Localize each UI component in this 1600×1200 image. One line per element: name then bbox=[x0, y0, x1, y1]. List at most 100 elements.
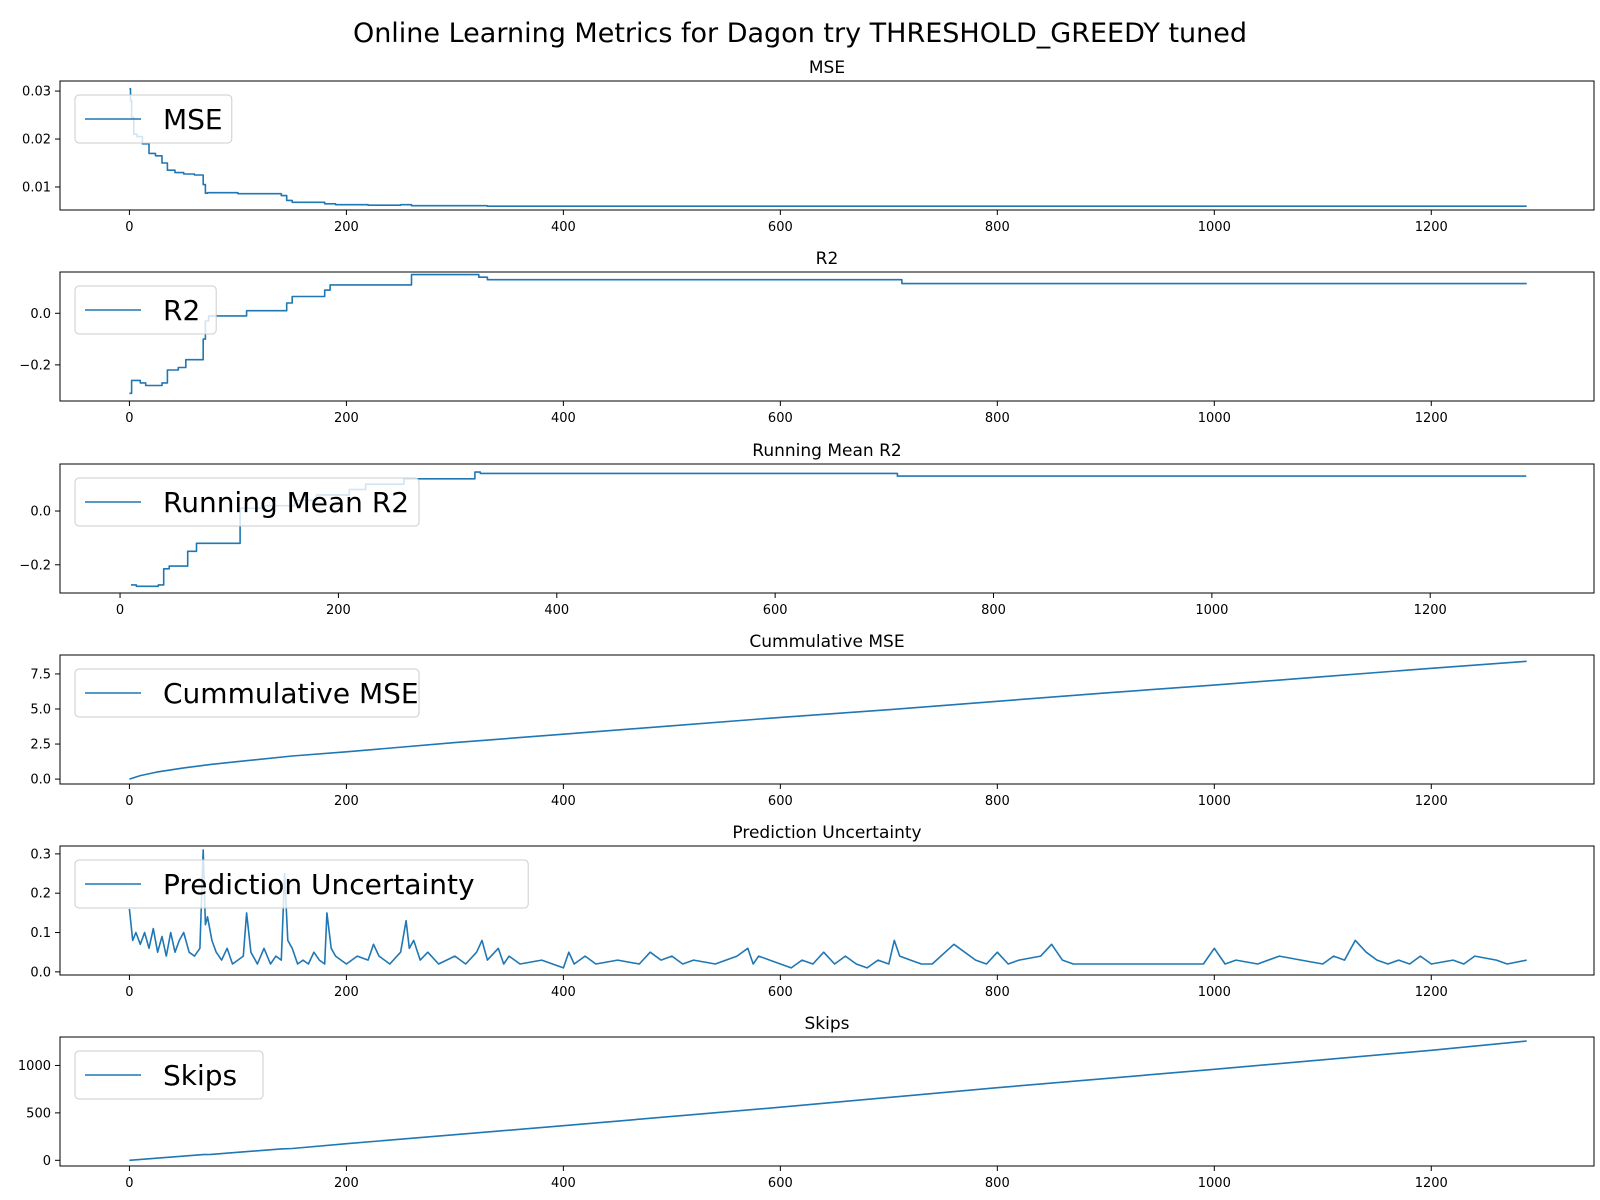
x-tick-label: 200 bbox=[334, 411, 359, 426]
x-tick-label: 800 bbox=[985, 794, 1010, 809]
x-tick-label: 600 bbox=[768, 985, 793, 1000]
x-tick-label: 1200 bbox=[1415, 1176, 1448, 1191]
x-tick-label: 1000 bbox=[1198, 411, 1231, 426]
legend-frame bbox=[74, 285, 217, 335]
x-tick-label: 200 bbox=[334, 1176, 359, 1191]
legend: Cummulative MSE bbox=[74, 668, 420, 718]
x-tick-label: 400 bbox=[551, 1176, 576, 1191]
x-tick-label: 200 bbox=[326, 603, 351, 618]
x-tick-label: 0 bbox=[125, 1176, 133, 1191]
figure-title: Online Learning Metrics for Dagon try TH… bbox=[352, 18, 1248, 49]
y-tick-label: 0.01 bbox=[22, 180, 51, 195]
x-tick-label: 0 bbox=[125, 985, 133, 1000]
x-tick-label: 600 bbox=[768, 794, 793, 809]
x-tick-label: 400 bbox=[544, 603, 569, 618]
axes-frame bbox=[59, 654, 1595, 785]
legend-label: Prediction Uncertainty bbox=[163, 868, 475, 901]
y-tick-label: −0.2 bbox=[19, 558, 51, 573]
panel-mse: MSE 0 200 400 600 800 1000 1200 0.01 0.02 0.03 MSE bbox=[22, 58, 1595, 235]
x-tick-label: 400 bbox=[551, 985, 576, 1000]
x-tick-label: 400 bbox=[551, 794, 576, 809]
panel-title: R2 bbox=[816, 249, 839, 269]
panel-title: Prediction Uncertainty bbox=[732, 823, 921, 843]
axes-frame bbox=[59, 271, 1595, 402]
x-tick-label: 1200 bbox=[1415, 220, 1448, 235]
x-tick-label: 1000 bbox=[1198, 1176, 1231, 1191]
legend-frame bbox=[74, 94, 233, 144]
x-tick-label: 0 bbox=[125, 411, 133, 426]
x-tick-label: 1000 bbox=[1198, 985, 1231, 1000]
panel-title: Running Mean R2 bbox=[752, 441, 901, 461]
x-tick-label: 1000 bbox=[1198, 794, 1231, 809]
x-tick-label: 800 bbox=[985, 985, 1010, 1000]
x-tick-label: 400 bbox=[551, 220, 576, 235]
x-tick-label: 200 bbox=[334, 985, 359, 1000]
x-tick-label: 1000 bbox=[1198, 220, 1231, 235]
x-tick-label: 600 bbox=[768, 411, 793, 426]
x-tick-label: 800 bbox=[985, 411, 1010, 426]
legend: Skips bbox=[74, 1050, 264, 1100]
axes-frame bbox=[59, 463, 1595, 594]
x-tick-label: 1200 bbox=[1415, 411, 1448, 426]
panel-prediction-uncertainty: Prediction Uncertainty 0 200 400 600 800 1000 1… bbox=[30, 823, 1595, 1000]
panel-title: Skips bbox=[804, 1014, 849, 1034]
y-tick-label: 1000 bbox=[18, 1059, 51, 1074]
y-tick-label: 2.5 bbox=[30, 738, 51, 753]
panel-r2: R2 0 200 400 600 800 1000 1200 −0.2 0.0 R2 bbox=[19, 249, 1595, 426]
y-tick-label: 500 bbox=[26, 1106, 51, 1121]
x-tick-label: 0 bbox=[125, 220, 133, 235]
x-tick-label: 1200 bbox=[1415, 985, 1448, 1000]
y-tick-label: 0.0 bbox=[30, 505, 51, 520]
series-line-prediction-uncertainty bbox=[128, 849, 1527, 969]
x-tick-label: 600 bbox=[763, 603, 788, 618]
y-tick-label: 0.3 bbox=[30, 847, 51, 862]
series-line-skips bbox=[129, 1040, 1527, 1162]
panel-cummulative-mse: Cummulative MSE 0 200 400 600 800 1000 1200 0.0 2… bbox=[30, 632, 1595, 809]
y-tick-label: 0.0 bbox=[30, 965, 51, 980]
y-tick-label: 0.1 bbox=[30, 926, 51, 941]
y-tick-label: 0.02 bbox=[22, 133, 51, 148]
series-line-r2 bbox=[129, 273, 1527, 395]
y-tick-label: 0.2 bbox=[30, 887, 51, 902]
x-tick-label: 0 bbox=[125, 794, 133, 809]
legend-label: Skips bbox=[163, 1059, 237, 1092]
x-tick-label: 0 bbox=[116, 603, 124, 618]
x-tick-label: 800 bbox=[985, 1176, 1010, 1191]
legend-frame bbox=[74, 859, 529, 909]
x-tick-label: 200 bbox=[334, 220, 359, 235]
panel-running-mean-r2: Running Mean R2 0 200 400 600 800 1000 1200 −0.2… bbox=[19, 441, 1595, 618]
y-tick-label: −0.2 bbox=[19, 358, 51, 373]
legend: R2 bbox=[74, 285, 217, 335]
axes-frame bbox=[59, 80, 1595, 211]
x-tick-label: 800 bbox=[985, 220, 1010, 235]
legend-label: Running Mean R2 bbox=[163, 486, 409, 519]
legend-frame bbox=[74, 477, 420, 527]
x-tick-label: 800 bbox=[981, 603, 1006, 618]
y-tick-label: 7.5 bbox=[30, 667, 51, 682]
series-line-mse bbox=[129, 87, 1527, 207]
y-tick-label: 0.0 bbox=[30, 307, 51, 322]
x-tick-label: 1200 bbox=[1415, 794, 1448, 809]
legend-label: MSE bbox=[163, 103, 223, 136]
axes-frame bbox=[59, 1036, 1595, 1167]
y-tick-label: 0 bbox=[43, 1154, 51, 1169]
panel-title: Cummulative MSE bbox=[749, 632, 904, 652]
panel-skips: Skips 0 200 400 600 800 1000 1200 0 500 1000 Skips bbox=[18, 1014, 1595, 1191]
legend-frame bbox=[74, 1050, 264, 1100]
legend-label: Cummulative MSE bbox=[163, 677, 419, 710]
legend-label: R2 bbox=[163, 294, 200, 327]
x-tick-label: 600 bbox=[768, 220, 793, 235]
y-tick-label: 0.0 bbox=[30, 773, 51, 788]
x-tick-label: 400 bbox=[551, 411, 576, 426]
legend: Prediction Uncertainty bbox=[74, 859, 529, 909]
legend-frame bbox=[74, 668, 420, 718]
x-tick-label: 1200 bbox=[1414, 603, 1447, 618]
y-tick-label: 0.03 bbox=[22, 85, 51, 100]
axes-frame bbox=[59, 845, 1595, 976]
legend: MSE bbox=[74, 94, 233, 144]
y-tick-label: 5.0 bbox=[30, 702, 51, 717]
x-tick-label: 600 bbox=[768, 1176, 793, 1191]
series-line-cummulative-mse bbox=[129, 660, 1527, 780]
x-tick-label: 1000 bbox=[1195, 603, 1228, 618]
